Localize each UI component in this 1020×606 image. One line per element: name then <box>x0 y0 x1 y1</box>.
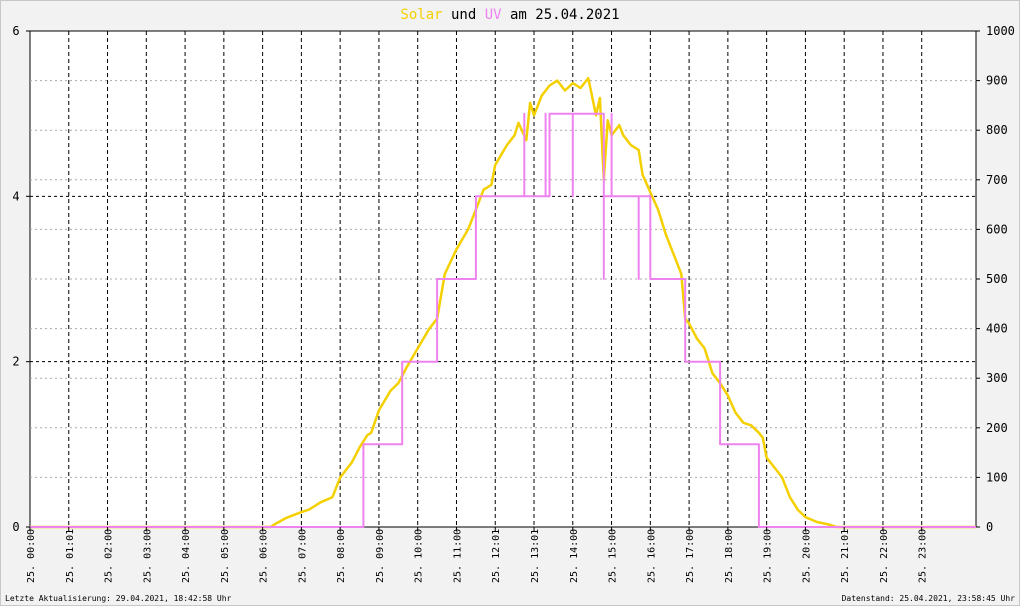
y-right-tick-label: 500 <box>986 272 1008 286</box>
footer-data-status: Datenstand: 25.04.2021, 23:58:45 Uhr <box>841 594 1015 603</box>
x-tick-label: 25. 04:00 <box>181 529 192 583</box>
x-tick-label: 25. 15:00 <box>608 529 619 583</box>
y-right-tick-label: 0 <box>986 520 993 534</box>
x-tick-label: 25. 07:00 <box>297 529 308 583</box>
title-uv: UV <box>485 7 502 23</box>
series-solar-line <box>30 76 976 529</box>
series-uv-line <box>30 112 976 528</box>
x-tick-label: 25. 01:01 <box>65 529 76 583</box>
y-axis-left: 0 2 4 6 <box>12 24 30 534</box>
x-tick-label: 25. 11:00 <box>452 529 463 583</box>
y-right-tick-label: 200 <box>986 421 1008 435</box>
x-tick-label: 25. 16:00 <box>646 529 657 583</box>
title-solar: Solar <box>400 7 442 23</box>
x-tick-label: 25. 12:01 <box>491 529 502 583</box>
x-tick-label: 25. 22:00 <box>879 529 890 583</box>
x-tick-label: 25. 20:00 <box>801 529 812 583</box>
y-right-tick-label: 1000 <box>986 24 1015 38</box>
y-left-tick-label: 2 <box>12 355 19 369</box>
x-tick-label: 25. 06:00 <box>259 529 270 583</box>
footer-last-update: Letzte Aktualisierung: 29.04.2021, 18:42… <box>5 594 232 603</box>
x-tick-label: 25. 14:00 <box>569 529 580 583</box>
x-tick-label: 25. 10:00 <box>414 529 425 583</box>
x-axis: 25. 00:00 25. 01:01 25. 02:00 25. 03:00 25. … <box>26 527 929 583</box>
y-right-tick-label: 800 <box>986 123 1008 137</box>
y-right-tick-label: 400 <box>986 322 1008 336</box>
x-tick-label: 25. 13:01 <box>530 529 541 583</box>
x-tick-label: 25. 23:00 <box>918 529 929 583</box>
y-axis-right: 0 100 200 300 400 500 600 700 800 900 1000 <box>976 24 1015 534</box>
x-tick-label: 25. 05:00 <box>220 529 231 583</box>
x-tick-label: 25. 18:00 <box>724 529 735 583</box>
x-tick-label: 25. 21:01 <box>840 529 851 583</box>
y-left-tick-label: 4 <box>12 189 19 203</box>
y-right-tick-label: 700 <box>986 173 1008 187</box>
x-tick-label: 25. 09:00 <box>375 529 386 583</box>
plot-area <box>29 30 977 528</box>
x-tick-label: 25. 02:00 <box>104 529 115 583</box>
y-right-tick-label: 300 <box>986 371 1008 385</box>
y-right-tick-label: 900 <box>986 74 1008 88</box>
title-und: und <box>443 7 485 23</box>
y-left-tick-label: 0 <box>12 520 19 534</box>
y-right-tick-label: 600 <box>986 222 1008 236</box>
x-tick-label: 25. 17:00 <box>685 529 696 583</box>
x-tick-label: 25. 08:00 <box>336 529 347 583</box>
x-tick-label: 25. 19:00 <box>763 529 774 583</box>
x-tick-label: 25. 00:00 <box>26 529 37 583</box>
y-right-tick-label: 100 <box>986 470 1008 484</box>
x-tick-label: 25. 03:00 <box>142 529 153 583</box>
y-left-tick-label: 6 <box>12 24 19 38</box>
title-date: am 25.04.2021 <box>502 7 620 23</box>
chart-title: Solar und UV am 25.04.2021 <box>400 7 619 23</box>
series-group <box>30 76 976 529</box>
